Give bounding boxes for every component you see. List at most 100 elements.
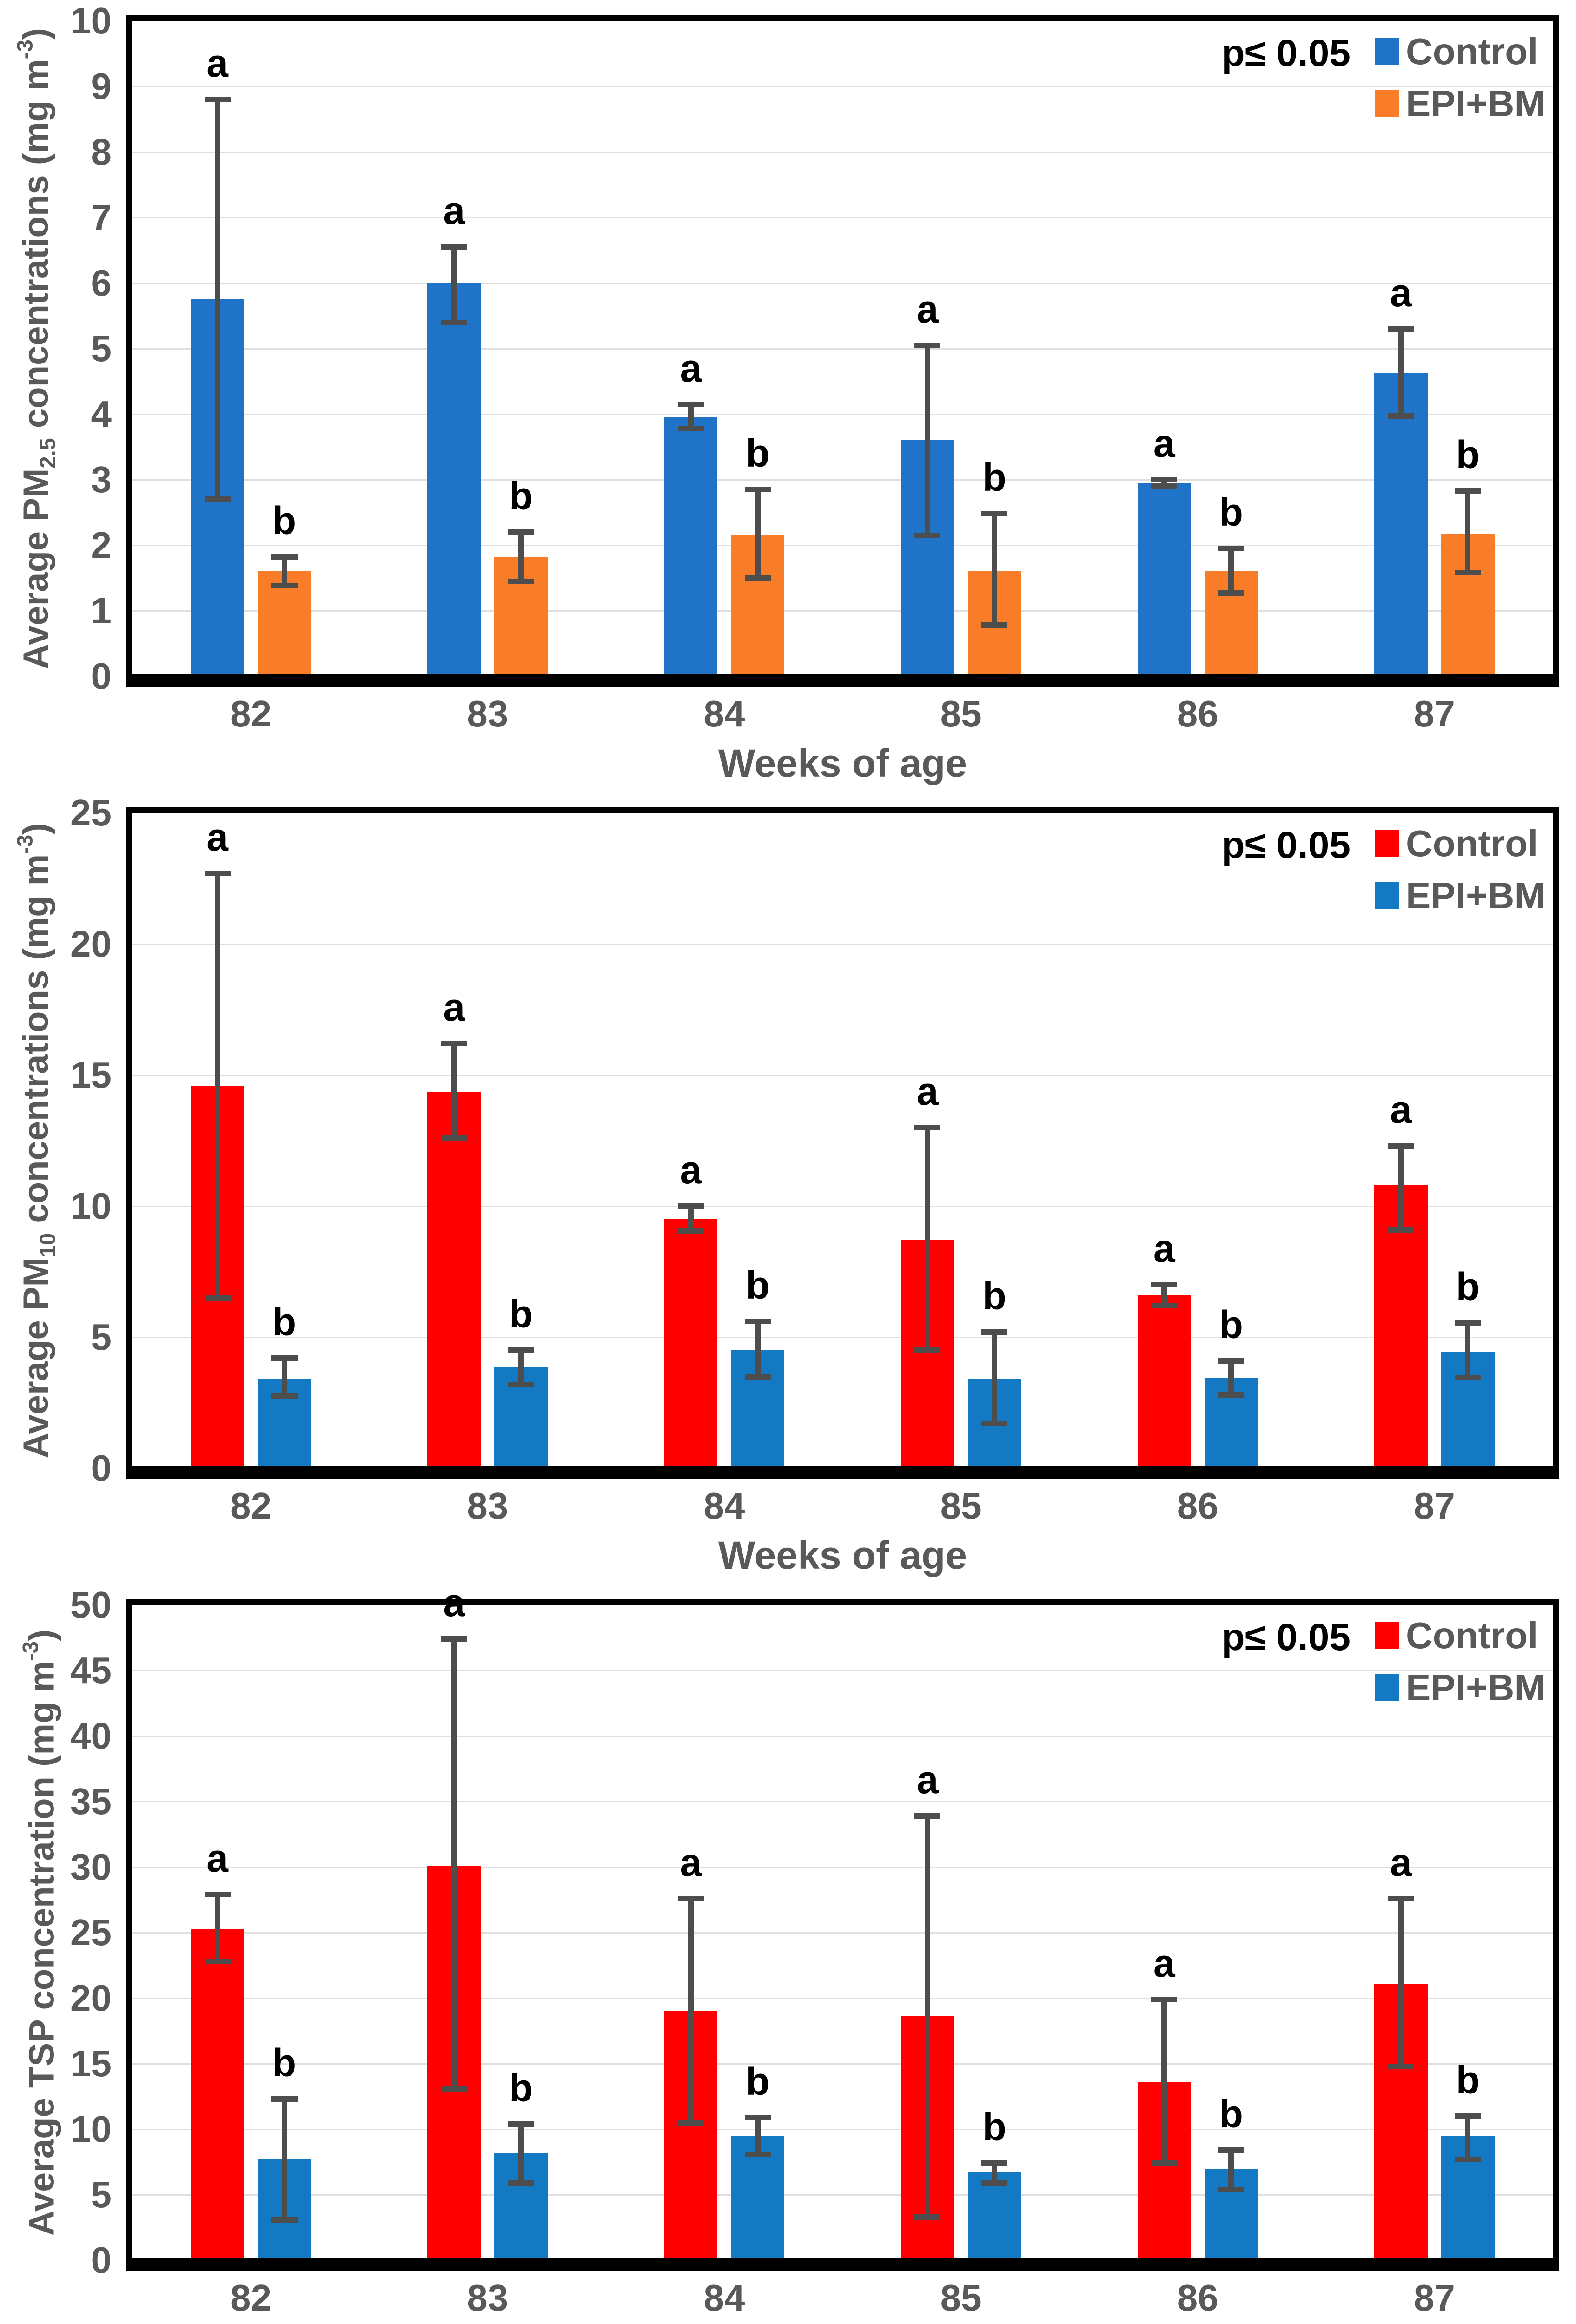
error-cap-bottom-tsp-week-82-s1	[271, 2217, 298, 2223]
significance-letter-tsp-week-83-s1: b	[509, 2066, 533, 2110]
bar-tsp-control-week-82	[191, 1928, 245, 2260]
error-bar-tsp-week-84-s0	[688, 1898, 694, 2123]
error-bar-pm25-week-86-s1	[1228, 548, 1234, 593]
error-cap-bottom-pm25-week-83-s0	[441, 319, 467, 325]
error-bar-pm10-week-84-s0	[688, 1206, 694, 1231]
error-bar-pm10-week-87-s0	[1398, 1146, 1404, 1230]
error-cap-top-pm10-week-86-s0	[1151, 1282, 1178, 1288]
gridline-tsp-5	[132, 2194, 1553, 2196]
error-cap-top-tsp-week-83-s0	[441, 1636, 467, 1642]
gridline-pm10-15	[132, 1075, 1553, 1076]
p-value-annotation-pm25: p≤ 0.05	[1221, 32, 1351, 74]
error-bar-tsp-week-85-s0	[925, 1816, 931, 2217]
chart-panel-pm25: a a a a a a b b b b b b 0 1 2 3 4 5 6 7 8 9 10 Average PM2.5 co…	[0, 0, 1576, 792]
error-cap-bottom-pm25-week-82-s0	[204, 496, 231, 502]
p-value-annotation-pm10: p≤ 0.05	[1221, 824, 1351, 866]
error-bar-pm10-week-82-s0	[214, 873, 220, 1298]
significance-letter-tsp-week-82-s1: b	[272, 2041, 297, 2085]
y-tick-label-pm25-0: 0	[91, 655, 112, 697]
significance-letter-pm25-week-83-s1: b	[509, 474, 533, 518]
y-axis-title-part: 2.5	[35, 438, 60, 469]
significance-letter-tsp-week-87-s1: b	[1456, 2058, 1480, 2102]
gridline-pm10-20	[132, 944, 1553, 945]
y-tick-label-pm10-20: 20	[70, 923, 112, 964]
legend-swatch-tsp-control	[1375, 1622, 1399, 1649]
error-bar-pm25-week-85-s0	[925, 345, 931, 535]
error-cap-bottom-pm25-week-84-s1	[744, 575, 771, 581]
error-cap-bottom-tsp-week-82-s0	[204, 1959, 231, 1965]
significance-letter-pm10-week-84-s0: a	[680, 1148, 702, 1192]
x-axis-line-pm10	[126, 1466, 1559, 1479]
error-cap-bottom-tsp-week-86-s1	[1218, 2186, 1245, 2192]
error-bar-tsp-week-87-s1	[1465, 2116, 1471, 2159]
gridline-pm25-8	[132, 152, 1553, 153]
legend-label-pm10-control: Control	[1406, 823, 1538, 864]
bar-pm25-control-week-87	[1374, 373, 1428, 676]
error-cap-top-tsp-week-87-s0	[1388, 1895, 1414, 1901]
error-cap-top-pm25-week-86-s1	[1218, 546, 1245, 552]
significance-letter-tsp-week-82-s0: a	[206, 1836, 228, 1881]
significance-letter-tsp-week-85-s0: a	[916, 1758, 939, 1802]
error-bar-pm25-week-85-s1	[992, 514, 998, 625]
significance-letter-tsp-week-86-s1: b	[1219, 2092, 1243, 2136]
bar-pm25-control-week-84	[664, 417, 718, 676]
error-cap-top-pm25-week-84-s0	[677, 401, 704, 407]
significance-letter-tsp-week-86-s0: a	[1153, 1941, 1175, 1985]
error-bar-pm10-week-82-s1	[281, 1358, 287, 1396]
x-tick-label-pm25-86: 86	[1177, 693, 1218, 734]
x-tick-label-pm10-84: 84	[703, 1485, 745, 1526]
y-tick-label-tsp-20: 20	[70, 1977, 112, 2019]
error-cap-bottom-tsp-week-84-s1	[744, 2151, 771, 2157]
plot-frame-pm10	[126, 807, 1559, 1474]
gridline-pm10-5	[132, 1337, 1553, 1338]
significance-letter-pm25-week-84-s0: a	[680, 346, 702, 390]
y-tick-label-pm25-1: 1	[91, 590, 112, 631]
legend-row-pm10-epi-bm: EPI+BM	[1375, 873, 1570, 918]
y-axis-title-part: )	[16, 28, 56, 40]
error-cap-top-tsp-week-83-s1	[508, 2121, 534, 2127]
significance-letter-pm10-week-84-s1: b	[746, 1263, 770, 1307]
gridline-tsp-15	[132, 2063, 1553, 2065]
y-tick-label-pm25-3: 3	[91, 459, 112, 500]
y-tick-label-tsp-5: 5	[91, 2174, 112, 2215]
error-bar-pm25-week-87-s0	[1398, 329, 1404, 416]
x-tick-label-pm10-82: 82	[230, 1485, 272, 1526]
error-cap-top-tsp-week-85-s1	[981, 2160, 1008, 2166]
significance-letter-pm10-week-87-s1: b	[1456, 1264, 1480, 1308]
error-cap-bottom-tsp-week-87-s1	[1455, 2156, 1481, 2162]
error-cap-bottom-tsp-week-84-s0	[677, 2119, 704, 2126]
gridline-pm25-4	[132, 414, 1553, 415]
error-cap-top-pm10-week-87-s0	[1388, 1143, 1414, 1149]
y-axis-title-part: )	[16, 823, 56, 835]
gridline-pm25-6	[132, 283, 1553, 284]
y-tick-label-pm25-2: 2	[91, 524, 112, 566]
error-cap-top-tsp-week-84-s1	[744, 2114, 771, 2120]
bar-tsp-epi-bm-week-85	[967, 2172, 1021, 2260]
y-tick-label-pm10-5: 5	[91, 1316, 112, 1358]
error-cap-bottom-pm10-week-86-s1	[1218, 1392, 1245, 1398]
error-bar-tsp-week-84-s1	[755, 2117, 761, 2154]
significance-letter-pm10-week-82-s1: b	[272, 1300, 297, 1344]
error-cap-top-pm10-week-84-s0	[677, 1203, 704, 1209]
error-cap-top-tsp-week-84-s0	[677, 1895, 704, 1901]
error-bar-tsp-week-87-s0	[1398, 1898, 1404, 2067]
error-bar-pm25-week-82-s0	[214, 99, 220, 500]
significance-letter-pm25-week-86-s1: b	[1219, 490, 1243, 535]
gridline-pm25-2	[132, 545, 1553, 546]
error-bar-pm25-week-83-s0	[451, 247, 457, 323]
gridline-tsp-30	[132, 1867, 1553, 1868]
error-cap-bottom-pm25-week-83-s1	[508, 578, 534, 584]
significance-letter-tsp-week-84-s1: b	[746, 2059, 770, 2103]
error-cap-top-pm25-week-85-s0	[914, 342, 941, 348]
y-axis-title-pm25: Average PM2.5 concentrations (mg m-3)	[6, 28, 67, 669]
error-bar-pm25-week-84-s1	[755, 489, 761, 578]
legend-label-pm10-epi-bm: EPI+BM	[1406, 875, 1546, 916]
significance-letter-pm10-week-85-s0: a	[916, 1069, 939, 1113]
x-tick-label-pm25-83: 83	[467, 693, 509, 734]
significance-letter-pm25-week-82-s0: a	[206, 41, 228, 86]
error-cap-top-pm10-week-85-s1	[981, 1329, 1008, 1335]
y-axis-title-part: -3	[12, 834, 37, 854]
x-tick-label-tsp-85: 85	[940, 2277, 982, 2318]
y-tick-label-pm10-25: 25	[70, 792, 112, 833]
